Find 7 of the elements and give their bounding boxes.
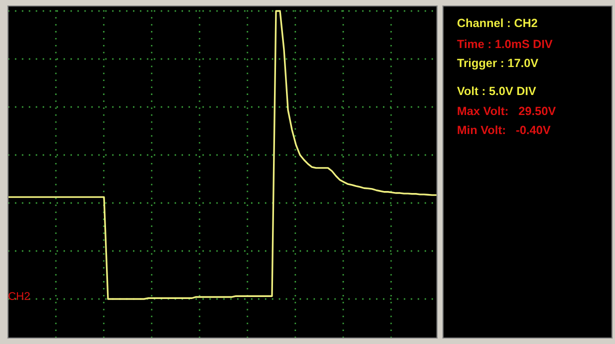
text: Max Volt: 29.50V — [458, 106, 556, 116]
text: Channel : CH2 — [457, 18, 538, 28]
annotation: CH2 — [8, 292, 30, 300]
text: Time : 1.0mS DIV — [457, 40, 552, 48]
text: Min Volt: -0.40V — [458, 126, 551, 134]
text: Trigger : 17.0V — [457, 58, 538, 70]
text: Volt : 5.0V DIV — [457, 86, 536, 96]
